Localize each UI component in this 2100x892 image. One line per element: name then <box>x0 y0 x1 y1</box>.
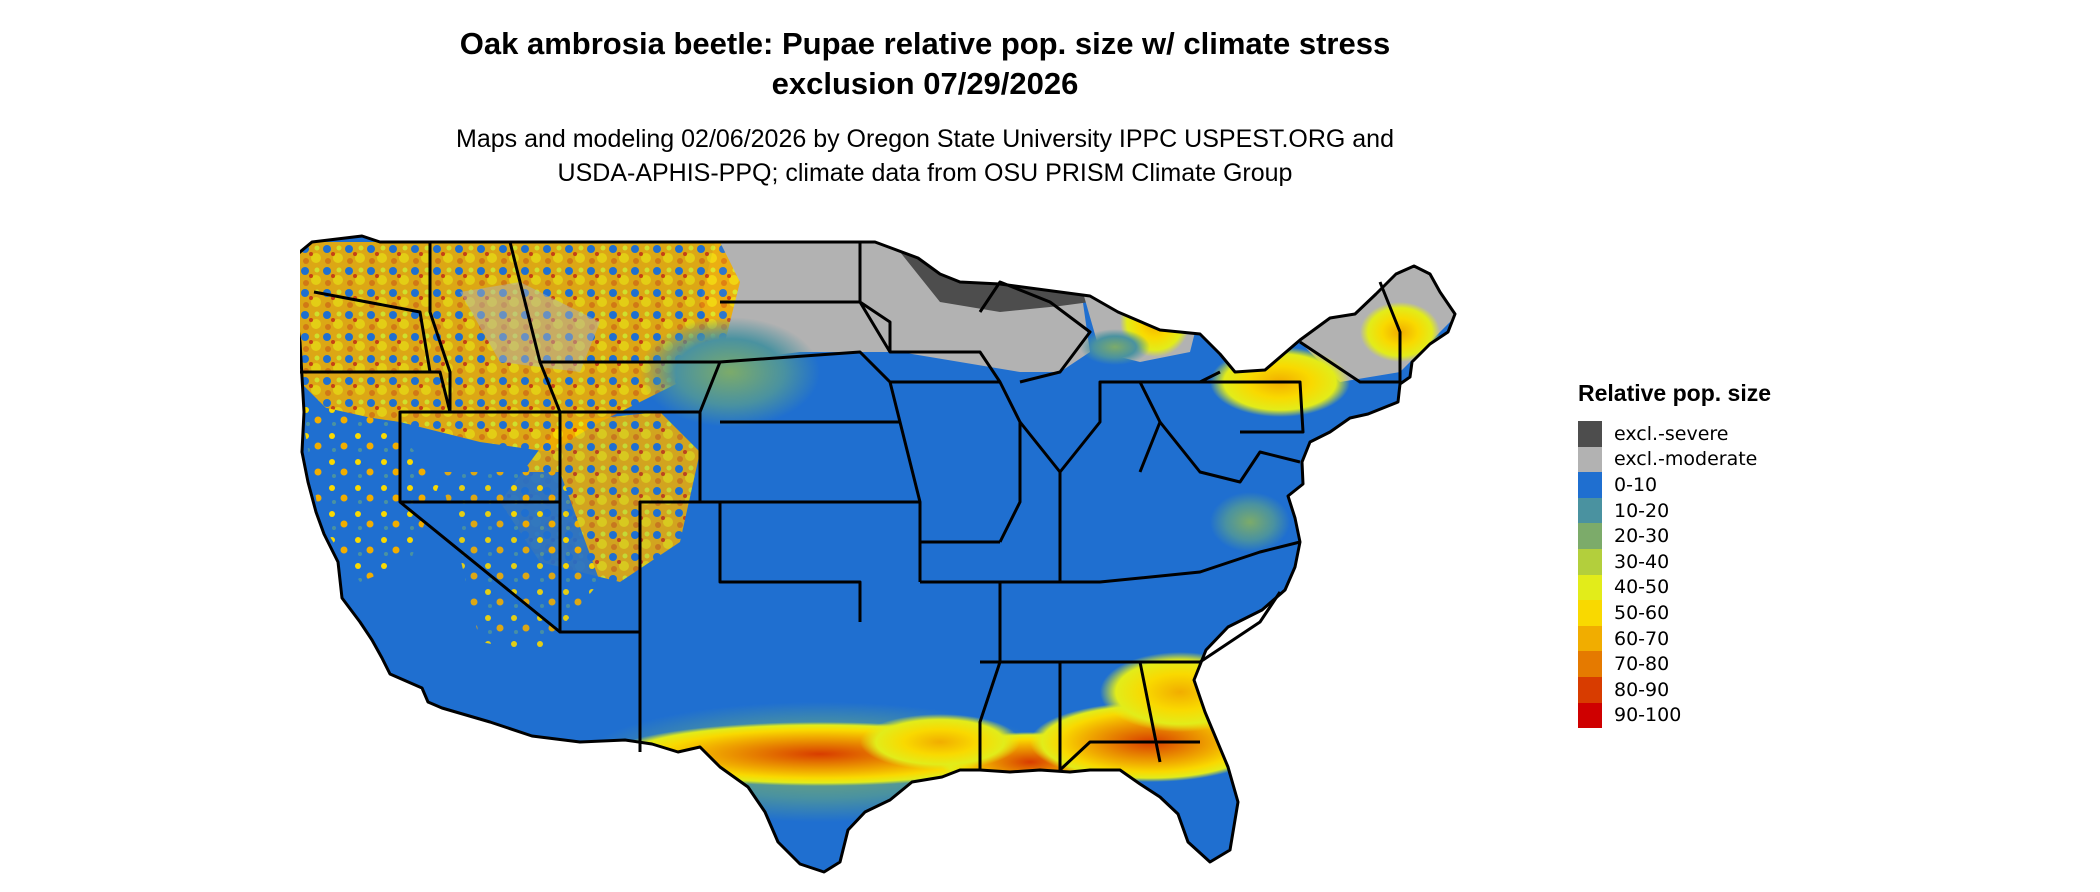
legend-label: 20-30 <box>1614 525 1670 548</box>
legend-swatch <box>1578 548 1602 575</box>
border-dakotas <box>720 300 892 352</box>
state-borders <box>300 234 1457 874</box>
legend-label: excl.-severe <box>1614 422 1729 445</box>
wisconsin-transition <box>1080 329 1150 365</box>
legend-label: excl.-moderate <box>1614 448 1758 471</box>
legend-item: 80-90 <box>1578 676 1771 703</box>
legend-label: 90-100 <box>1614 704 1682 727</box>
legend-item: excl.-severe <box>1578 421 1771 447</box>
legend-label: 70-80 <box>1614 653 1670 676</box>
legend-item: 70-80 <box>1578 651 1771 677</box>
border-nebraska-kansas <box>719 350 922 582</box>
plains-transition-zone <box>640 317 820 427</box>
legend-swatch <box>1578 600 1602 626</box>
legend-title: Relative pop. size <box>1578 380 1772 406</box>
legend-items: excl.-severe excl.-moderate 0-10 10-20 20-30… <box>1578 421 1771 729</box>
legend: Relative pop. size excl.-severe excl.-mod… <box>1578 380 1772 729</box>
legend-item: 10-20 <box>1578 497 1771 524</box>
us-outline <box>300 234 1457 874</box>
map-title: Oak ambrosia beetle: Pupae relative pop.… <box>300 24 1550 104</box>
map-title-line-1: Oak ambrosia beetle: Pupae relative pop.… <box>459 26 1391 61</box>
border-arizona-newmexico <box>558 502 642 752</box>
border-colorado-newmexico <box>638 412 702 632</box>
legend-label: 10-20 <box>1614 499 1670 522</box>
legend-item: 60-70 <box>1578 625 1771 652</box>
border-idaho <box>428 242 452 412</box>
legend-label: 80-90 <box>1614 678 1670 701</box>
appalachian-transition <box>1210 492 1290 552</box>
border-tennessee-kentucky <box>1000 540 1301 584</box>
legend-swatch <box>1578 676 1602 703</box>
legend-swatch <box>1578 446 1602 473</box>
map-subtitle-line-2: USDA-APHIS-PPQ; climate data from OSU PR… <box>557 159 1293 187</box>
border-wisconsin <box>978 280 1092 384</box>
border-nevada-california <box>300 370 561 634</box>
legend-item: 20-30 <box>1578 523 1771 549</box>
border-florida <box>1058 740 1200 772</box>
legend-swatch <box>1578 702 1602 729</box>
legend-swatch <box>1578 472 1602 498</box>
us-map <box>300 234 1457 874</box>
legend-label: 0-10 <box>1614 473 1658 496</box>
border-missouri-arkansas <box>918 540 1000 582</box>
legend-swatch <box>1578 625 1602 652</box>
border-georgia-carolinas <box>1140 591 1282 664</box>
legend-item: 90-100 <box>1578 702 1771 729</box>
carolina-warm-zone <box>1100 652 1260 732</box>
border-new-england <box>1299 281 1402 384</box>
legend-swatch <box>1578 651 1602 677</box>
legend-label: 50-60 <box>1614 601 1670 624</box>
legend-item: 0-10 <box>1578 472 1771 498</box>
east-texas-warm-zone <box>860 714 1020 770</box>
legend-label: 40-50 <box>1614 576 1670 599</box>
legend-item: 30-40 <box>1578 548 1771 575</box>
map-subtitle: Maps and modeling 02/06/2026 by Oregon S… <box>300 122 1550 190</box>
map-subtitle-line-1: Maps and modeling 02/06/2026 by Oregon S… <box>456 125 1394 153</box>
legend-swatch <box>1578 497 1602 524</box>
great-basin-mosaic <box>300 402 440 582</box>
legend-item: 40-50 <box>1578 574 1771 601</box>
border-oklahoma <box>700 500 862 622</box>
map-title-line-2: exclusion 07/29/2026 <box>771 66 1079 101</box>
legend-swatch <box>1578 523 1602 549</box>
border-pennsylvania <box>1200 380 1305 434</box>
border-west-virginia <box>1158 421 1301 484</box>
border-minnesota <box>858 242 1002 383</box>
legend-swatch <box>1578 574 1602 601</box>
legend-item: excl.-moderate <box>1578 446 1771 473</box>
legend-label: 30-40 <box>1614 550 1670 573</box>
legend-label: 60-70 <box>1614 627 1670 650</box>
legend-swatch <box>1578 421 1602 447</box>
legend-item: 50-60 <box>1578 600 1771 626</box>
